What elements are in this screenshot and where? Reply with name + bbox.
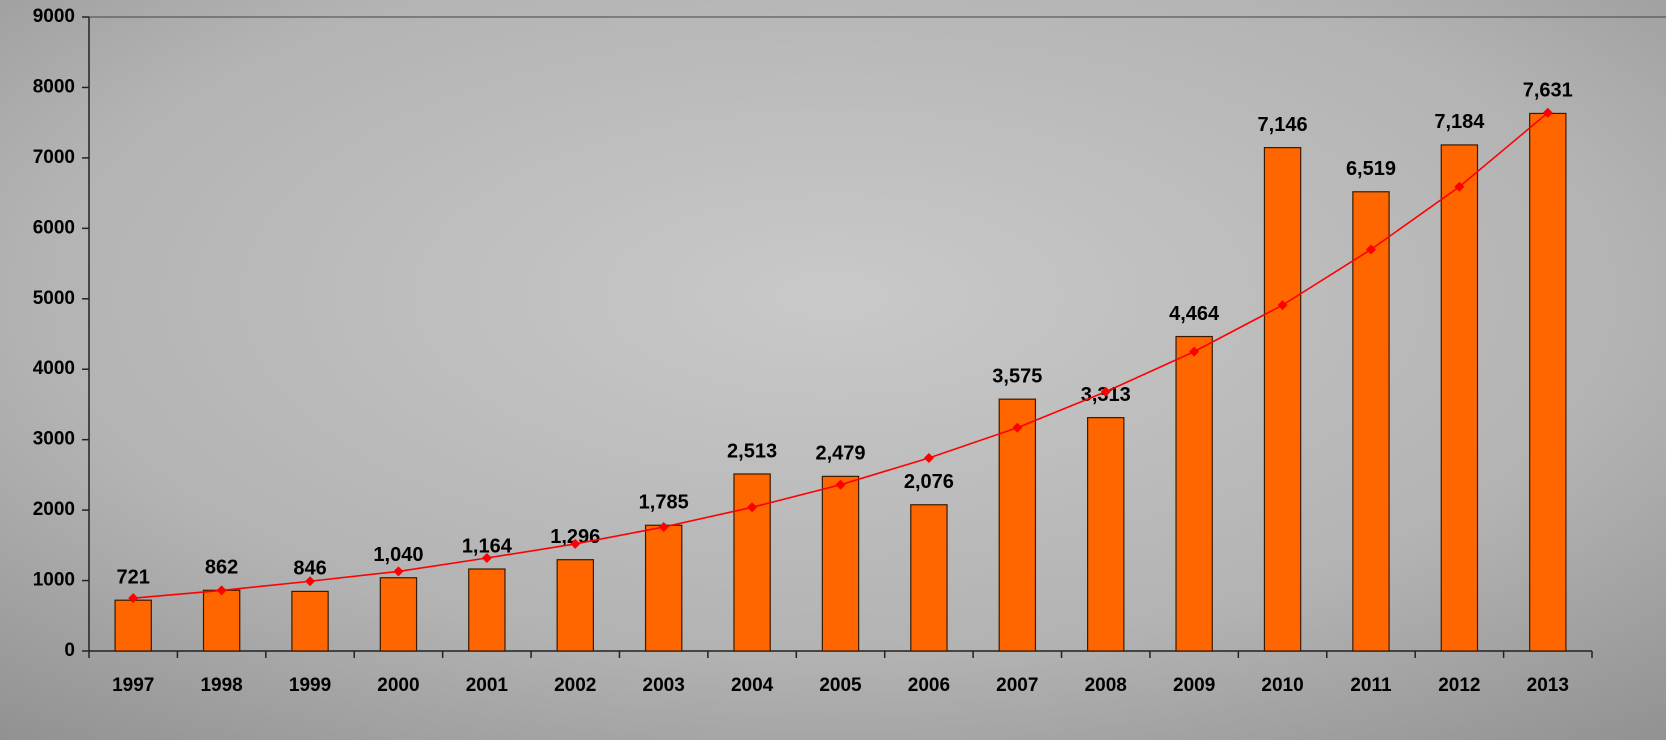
x-tick-label: 2001 [466, 675, 509, 696]
bar [998, 398, 1037, 652]
x-tick-label: 1998 [200, 675, 242, 696]
x-tick-label: 2013 [1527, 675, 1569, 696]
trend-marker [1100, 386, 1111, 397]
x-tick-label: 2000 [377, 675, 419, 696]
x-tick-label: 2006 [908, 675, 950, 696]
x-tick-label: 1999 [289, 675, 331, 696]
y-tick-label: 6000 [33, 217, 75, 238]
y-tick-label: 7000 [33, 147, 75, 168]
value-label: 7,146 [1258, 114, 1308, 136]
y-tick-label: 0 [64, 640, 75, 661]
value-label: 2,479 [815, 443, 865, 465]
bar [1087, 417, 1125, 652]
bar [114, 599, 152, 652]
value-label: 2,076 [904, 471, 954, 493]
bar [910, 504, 948, 652]
trend-marker [1189, 346, 1200, 357]
bar [1440, 144, 1479, 652]
bar [291, 590, 329, 652]
x-tick-label: 2002 [554, 675, 596, 696]
trend-marker [1012, 422, 1023, 433]
y-tick-label: 4000 [33, 358, 75, 379]
x-tick-label: 2004 [731, 675, 774, 696]
trend-marker [216, 585, 227, 596]
trend-marker [658, 522, 669, 533]
value-label: 4,464 [1169, 303, 1220, 325]
trend-marker [747, 502, 758, 513]
x-tick-label: 2009 [1173, 675, 1215, 696]
value-label: 7,184 [1434, 111, 1485, 133]
trend-marker [570, 538, 581, 549]
trend-marker [393, 566, 404, 577]
x-tick-label: 2003 [643, 675, 685, 696]
y-tick-label: 1000 [33, 570, 75, 591]
bar [733, 473, 771, 652]
y-tick-label: 8000 [33, 76, 75, 97]
value-label: 1,296 [550, 526, 600, 548]
x-tick-label: 2010 [1261, 675, 1303, 696]
bar [379, 577, 418, 652]
x-tick-label: 2005 [819, 675, 862, 696]
bar [468, 568, 506, 652]
trend-marker [305, 576, 316, 587]
bar [1529, 112, 1567, 652]
bar [1352, 191, 1390, 652]
trend-marker [1454, 181, 1465, 192]
value-label: 1,164 [462, 535, 513, 557]
value-label: 6,519 [1346, 158, 1396, 180]
value-label: 846 [293, 558, 326, 580]
y-tick-label: 5000 [33, 288, 75, 309]
y-tick-label: 2000 [33, 499, 75, 520]
trend-marker [128, 593, 139, 604]
y-tick-label: 3000 [33, 429, 75, 450]
value-label: 2,513 [727, 440, 777, 462]
bar [1263, 147, 1302, 652]
x-tick-label: 2012 [1438, 675, 1480, 696]
y-tick-label: 9000 [33, 6, 75, 27]
trend-marker [835, 479, 846, 490]
value-label: 721 [117, 566, 150, 588]
value-label: 862 [205, 557, 238, 579]
x-tick-label: 2007 [996, 675, 1038, 696]
bar [202, 589, 241, 652]
bar [556, 559, 594, 652]
value-label: 1,040 [373, 544, 423, 566]
trend-marker [923, 452, 934, 463]
x-tick-label: 2011 [1350, 675, 1392, 696]
bar [1175, 335, 1213, 652]
bar [644, 524, 683, 652]
x-tick-label: 2008 [1085, 675, 1127, 696]
x-tick-label: 1997 [112, 675, 154, 696]
trend-marker [1542, 107, 1553, 118]
trend-marker [481, 553, 492, 564]
value-label: 3,575 [992, 365, 1042, 387]
value-label: 1,785 [639, 492, 689, 514]
trend-marker [1365, 244, 1376, 255]
value-label: 7,631 [1523, 80, 1573, 102]
bar [821, 475, 860, 652]
trend-marker [1277, 300, 1288, 311]
